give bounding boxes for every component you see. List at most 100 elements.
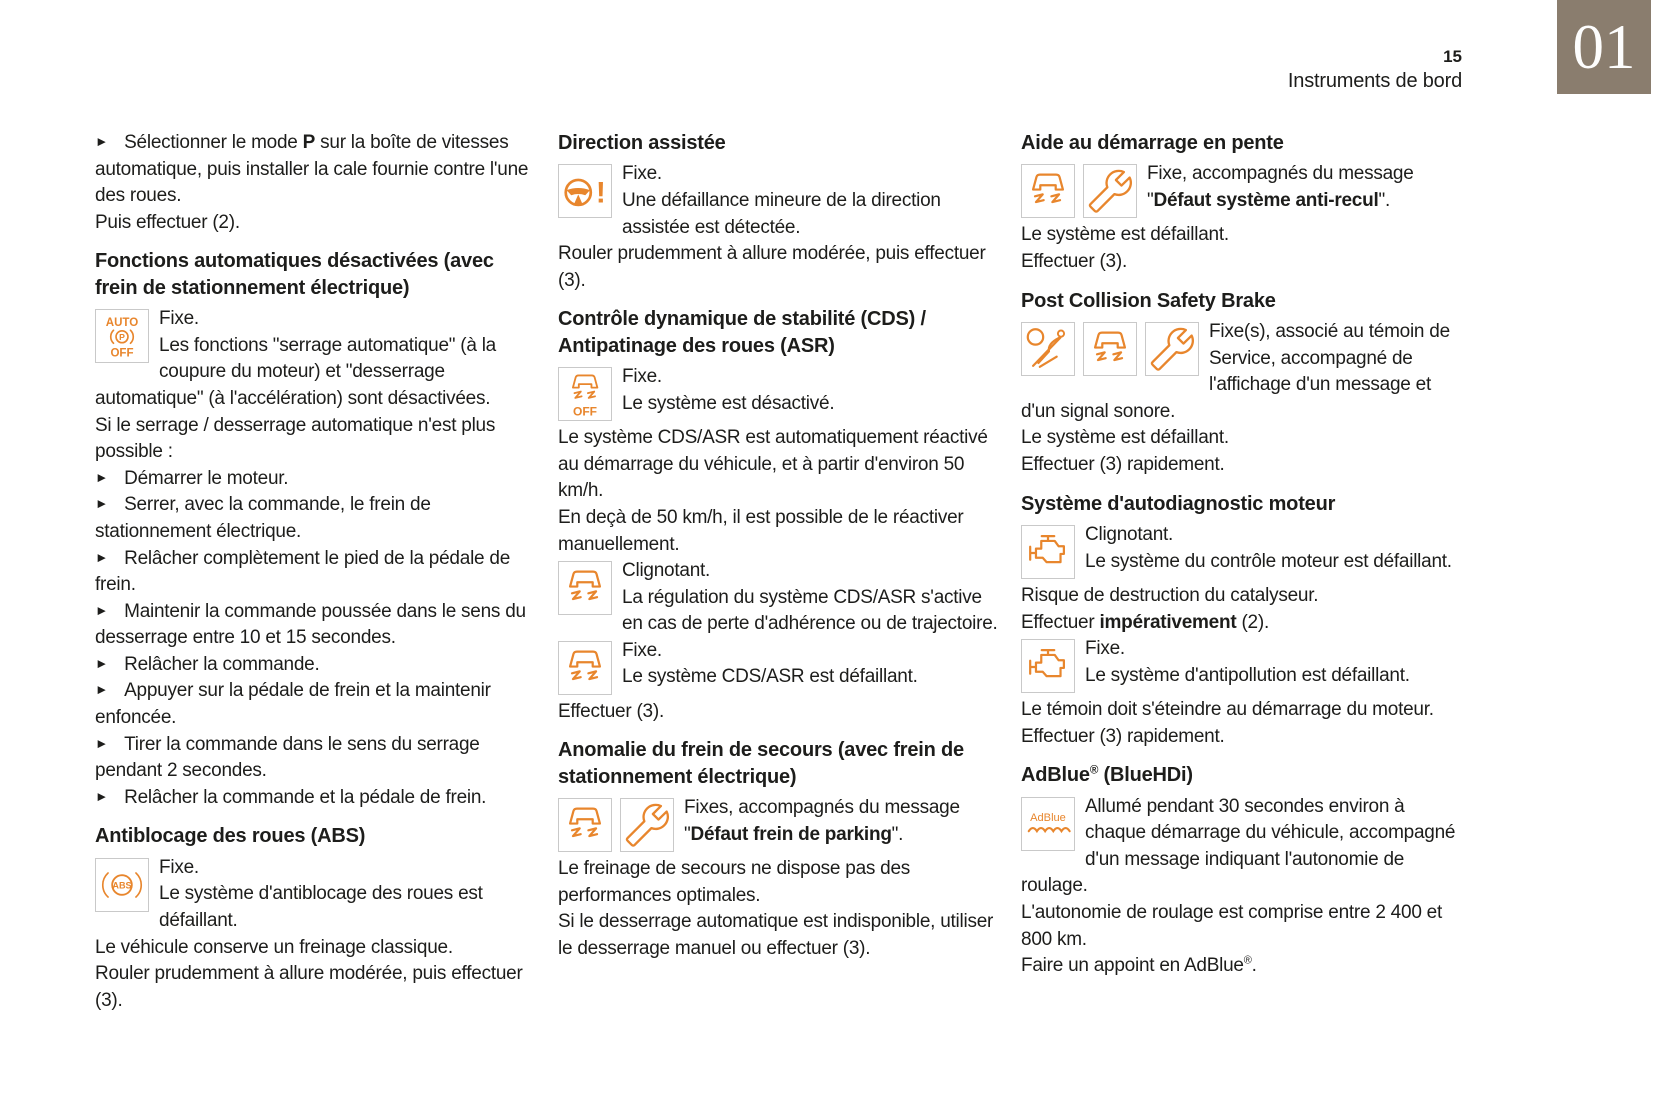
- indicator-description: Une défaillance mineure de la direction …: [622, 189, 941, 238]
- instruction-bullet-item: ► Relâcher complètement le pied de la péd…: [95, 546, 536, 599]
- text-segment: (BlueHDi): [1098, 764, 1194, 787]
- svg-text:OFF: OFF: [573, 405, 597, 419]
- emphasis-text: impérativement: [1099, 611, 1237, 633]
- esp-off-icon: OFF: [558, 367, 612, 422]
- warning-indicator-block: Clignotant. Le système du contrôle moteur…: [1021, 522, 1462, 579]
- indicator-description: Clignotant.: [1085, 523, 1174, 545]
- instruction-bullet-item: ► Serrer, avec la commande, le frein de s…: [95, 492, 536, 545]
- text-segment: Effectuer: [1021, 611, 1100, 633]
- bullet-arrow-icon: ►: [95, 469, 109, 485]
- body-paragraph: Le système est défaillant.: [1021, 224, 1229, 246]
- power-steering-icon: !: [558, 164, 612, 219]
- bullet-arrow-icon: ►: [95, 735, 109, 751]
- instruction-bullet-item: ► Sélectionner le mode P sur la boîte de …: [95, 130, 536, 210]
- warning-indicator-block: AdBlue Allumé pendant 30 secondes enviro…: [1021, 794, 1462, 900]
- body-paragraph: Risque de destruction du catalyseur.: [1021, 584, 1319, 606]
- body-paragraph: Le freinage de secours ne dispose pas de…: [558, 858, 911, 906]
- bullet-arrow-icon: ►: [95, 549, 109, 565]
- warning-indicator-block: OFF Fixe. Le système est désactivé.: [558, 364, 999, 422]
- warning-indicator-block: Fixe(s), associé au témoin de Service, a…: [1021, 319, 1462, 425]
- body-paragraph: Effectuer (3) rapidement.: [1021, 453, 1225, 475]
- instruction-bullet-item: ► Maintenir la commande poussée dans le s…: [95, 599, 536, 652]
- warning-indicator-block: Fixe. Le système d'antipollution est défa…: [1021, 636, 1462, 694]
- section-heading: Contrôle dynamique de stabilité (CDS) / …: [558, 308, 926, 357]
- text-segment: AdBlue: [1021, 764, 1090, 787]
- svg-text:!: !: [596, 177, 606, 210]
- text-segment: Faire un appoint en AdBlue: [1021, 955, 1244, 977]
- bullet-text: Relâcher complètement le pied de la péda…: [95, 547, 511, 596]
- section-heading: Anomalie du frein de secours (avec frein…: [558, 739, 964, 788]
- svg-text:AUTO: AUTO: [106, 317, 139, 329]
- bullet-text: Sélectionner le mode P sur la boîte de v…: [95, 132, 528, 206]
- indicator-description: Le système est désactivé.: [622, 392, 835, 414]
- body-paragraph: Faire un appoint en AdBlue®.: [1021, 953, 1462, 980]
- bullet-arrow-icon: ►: [95, 602, 109, 618]
- text-segment: ".: [891, 823, 904, 845]
- page-title: Instruments de bord: [1287, 70, 1462, 92]
- indicator-description: La régulation du système CDS/ASR s'activ…: [622, 586, 998, 635]
- text-segment: ": [684, 823, 691, 845]
- instruction-bullet-item: ► Tirer la commande dans le sens du serra…: [95, 732, 536, 785]
- superscript-mark: ®: [1089, 763, 1099, 777]
- section-heading: Aide au démarrage en pente: [1021, 132, 1284, 154]
- body-paragraph: Si le desserrage automatique est indispo…: [558, 911, 994, 960]
- bullet-text: Tirer la commande dans le sens du serrag…: [95, 733, 480, 782]
- indicator-description: Le système CDS/ASR est défaillant.: [622, 666, 918, 688]
- bullet-text: Appuyer sur la pédale de frein et la mai…: [95, 680, 491, 729]
- svg-text:ABS: ABS: [112, 880, 131, 890]
- page-number: 15: [1443, 47, 1462, 66]
- indicator-description: Fixe.: [1085, 638, 1125, 660]
- section-heading: Post Collision Safety Brake: [1021, 289, 1276, 312]
- adblue-icon: AdBlue: [1021, 796, 1075, 851]
- body-paragraph: Le véhicule conserve un freinage classiq…: [95, 936, 453, 958]
- indicator-description: Fixes, accompagnés du message: [684, 797, 960, 819]
- indicator-description: Les fonctions "serrage automatique" (à l…: [95, 334, 496, 409]
- column-3: Aide au démarrage en pente Fixe, accompa…: [1021, 130, 1462, 1014]
- seatbelt-icon: [1021, 321, 1075, 376]
- body-paragraph: Rouler prudemment à allure modérée, puis…: [558, 243, 986, 291]
- column-2: Direction assistée ! Fixe. Une défaillance…: [558, 130, 999, 1014]
- warning-indicator-block: AUTO P OFF Fixe. Les fonctions "serrage au…: [95, 306, 536, 412]
- bullet-arrow-icon: ►: [95, 496, 109, 512]
- body-paragraph: Le système CDS/ASR est automatiquement r…: [558, 427, 988, 502]
- indicator-description: Le système d'antiblocage des roues est d…: [159, 883, 483, 932]
- bullet-text: Relâcher la commande.: [124, 653, 320, 675]
- body-paragraph: Effectuer impérativement (2).: [1021, 610, 1462, 637]
- indicator-description: Fixe(s), associé au témoin de Service, a…: [1021, 320, 1450, 422]
- warning-indicator-block: Fixe. Le système CDS/ASR est défaillant.: [558, 638, 999, 695]
- body-paragraph: Si le serrage / desserrage automatique n…: [95, 414, 496, 463]
- instruction-bullet-item: ► Relâcher la commande.: [95, 652, 536, 679]
- superscript-mark: ®: [1243, 954, 1252, 967]
- body-paragraph: Le système est défaillant.: [1021, 427, 1229, 449]
- emphasis-text: Défaut système anti-recul: [1153, 189, 1379, 211]
- body-paragraph: Effectuer (3).: [1021, 250, 1127, 272]
- text-segment: ": [1147, 189, 1154, 211]
- indicator-description: Fixe, accompagnés du message: [1147, 163, 1414, 185]
- esp-icon: [558, 640, 612, 695]
- service-wrench-icon: [1083, 164, 1137, 219]
- indicator-description: Fixe.: [622, 366, 662, 388]
- indicator-description: Clignotant.: [622, 560, 711, 582]
- text-segment: .: [1251, 955, 1257, 977]
- text-segment: ".: [1378, 189, 1391, 211]
- instruction-bullet-item: ► Démarrer le moteur.: [95, 466, 536, 493]
- chapter-badge: 01: [1557, 0, 1651, 94]
- esp-icon: [558, 798, 612, 853]
- indicator-description: Fixe.: [159, 856, 199, 878]
- warning-indicator-block: ! Fixe. Une défaillance mineure de la dire…: [558, 161, 999, 241]
- abs-icon: ABS: [95, 857, 149, 912]
- indicator-description: "Défaut frein de parking".: [558, 822, 999, 849]
- emphasis-text: Défaut frein de parking: [690, 823, 892, 845]
- section-heading: Antiblocage des roues (ABS): [95, 825, 366, 848]
- indicator-description: Allumé pendant 30 secondes environ à cha…: [1021, 795, 1456, 897]
- emphasis-text: P: [302, 132, 316, 153]
- indicator-description: Le système du contrôle moteur est défail…: [1085, 550, 1452, 572]
- text-segment: sur la boîte de vitesses automatique, pu…: [95, 132, 529, 207]
- warning-indicator-block: Fixes, accompagnés du message "Défaut fre…: [558, 795, 999, 853]
- bullet-arrow-icon: ►: [95, 682, 109, 698]
- body-paragraph: L'autonomie de roulage est comprise entr…: [1021, 902, 1443, 950]
- body-paragraph: Effectuer (3).: [558, 700, 664, 722]
- bullet-text: Serrer, avec la commande, le frein de st…: [95, 494, 431, 542]
- indicator-description: "Défaut système anti-recul".: [1021, 188, 1462, 215]
